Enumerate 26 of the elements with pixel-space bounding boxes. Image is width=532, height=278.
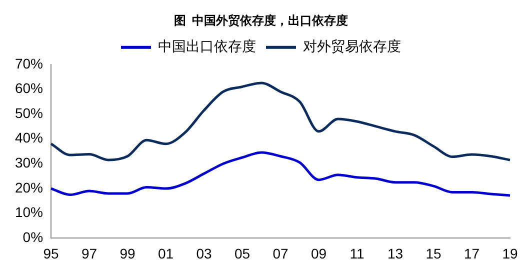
x-tick-label: 01	[158, 245, 174, 262]
x-tick-label: 13	[387, 245, 404, 262]
x-tick-label: 09	[310, 245, 327, 262]
legend-label: 中国出口依存度	[158, 39, 256, 56]
y-tick-label: 0%	[22, 229, 44, 246]
legend-label: 对外贸易依存度	[303, 39, 401, 56]
x-tick-label: 05	[234, 245, 250, 262]
y-tick-label: 20%	[14, 179, 44, 196]
y-tick-label: 50%	[14, 104, 44, 121]
x-tick-label: 03	[196, 245, 212, 262]
y-tick-label: 10%	[14, 204, 44, 220]
line-series	[50, 151, 512, 197]
x-tick-label: 17	[464, 245, 480, 262]
x-tick-label: 97	[81, 245, 98, 262]
line-series	[50, 82, 512, 162]
chart-title: 图 中国外贸依存度，出口依存度	[174, 13, 348, 28]
x-tick-label: 11	[350, 245, 364, 262]
x-tick-label: 19	[502, 245, 518, 262]
y-tick-label: 30%	[14, 154, 44, 171]
y-tick-label: 40%	[14, 130, 44, 146]
x-tick-label: 95	[43, 245, 60, 262]
y-tick-label: 60%	[14, 80, 44, 96]
y-tick-label: 70%	[14, 55, 44, 72]
x-tick-label: 15	[426, 245, 442, 262]
x-tick-label: 07	[272, 245, 289, 262]
x-tick-label: 99	[120, 245, 136, 262]
